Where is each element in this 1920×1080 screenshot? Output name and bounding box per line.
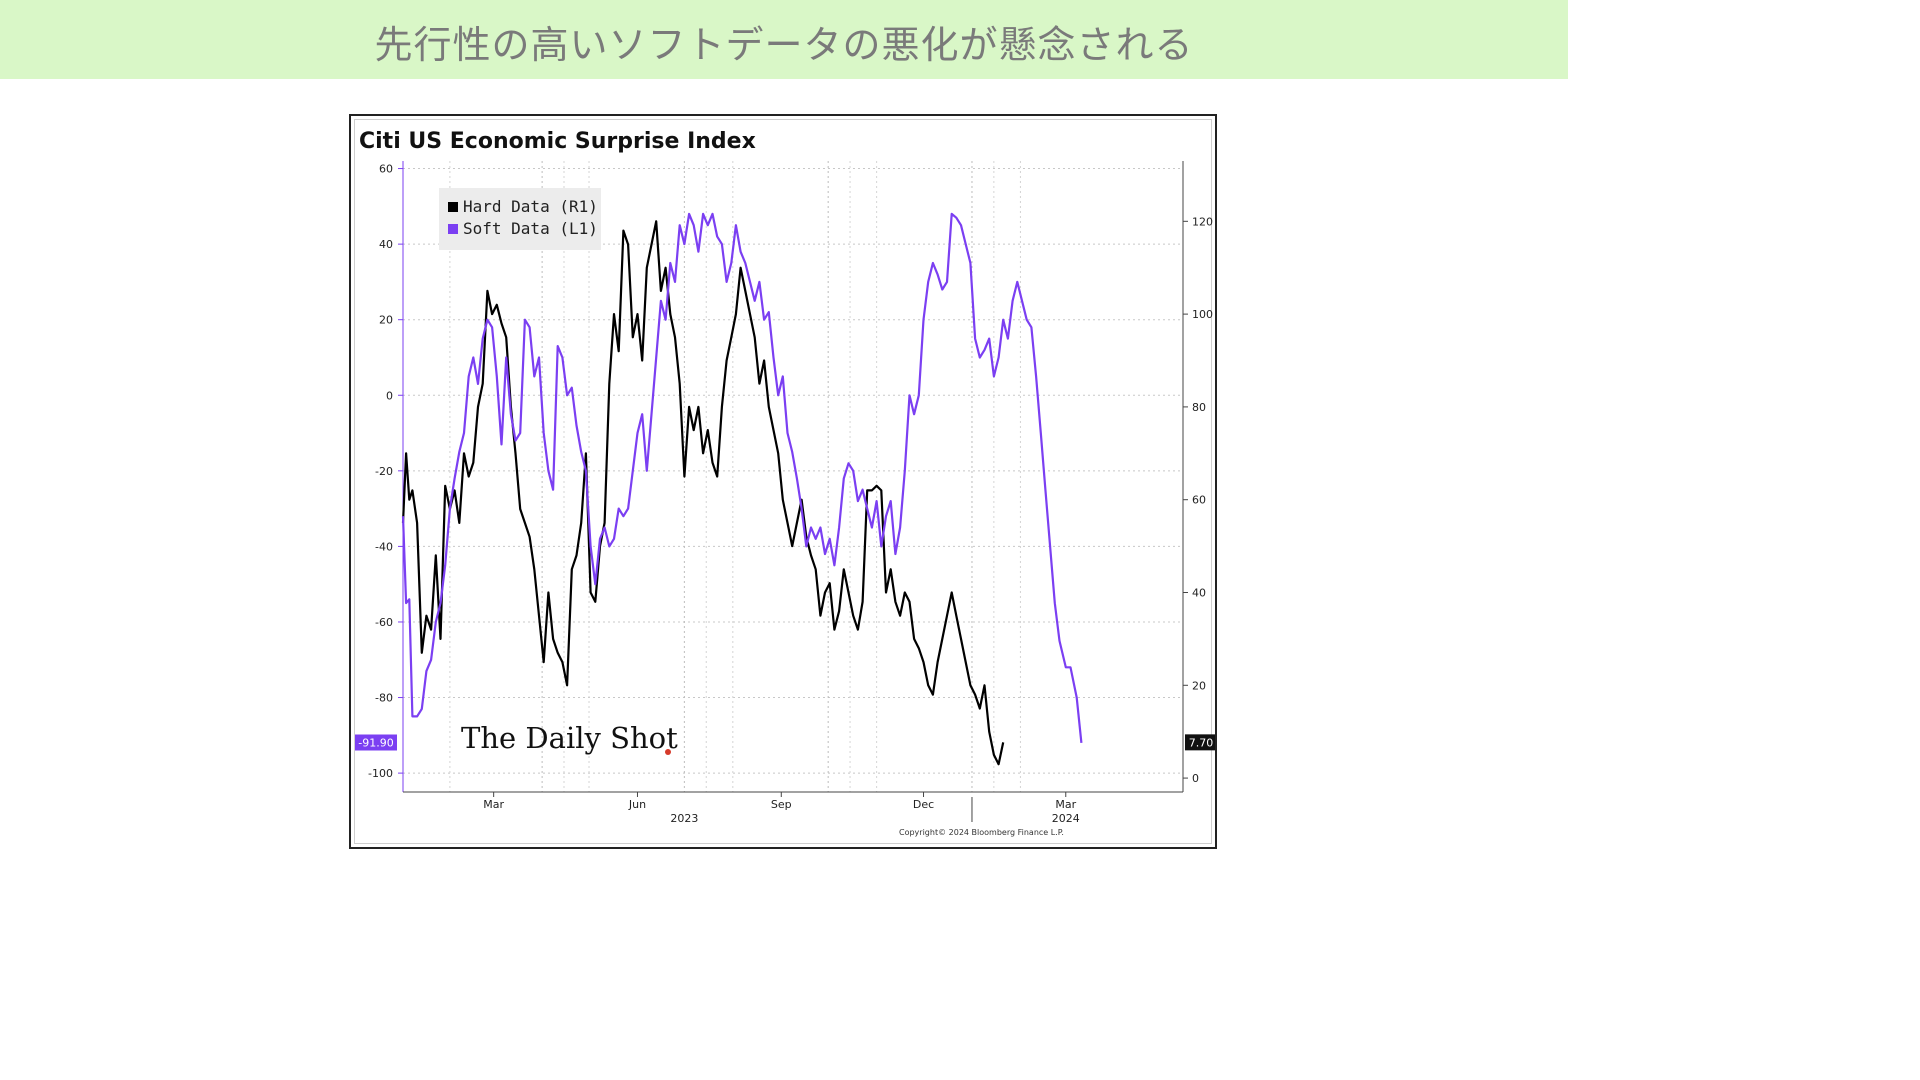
x-tick-label: Jun bbox=[628, 798, 646, 811]
right-tick-label: 100 bbox=[1192, 308, 1213, 321]
x-year-label: 2023 bbox=[670, 812, 698, 825]
hard-last-value: 7.70 bbox=[1189, 736, 1214, 749]
x-tick-label: Mar bbox=[1055, 798, 1076, 811]
left-tick-label: -80 bbox=[375, 692, 393, 705]
left-tick-label: -60 bbox=[375, 616, 393, 629]
header-banner: 先行性の高いソフトデータの悪化が懸念される bbox=[0, 0, 1568, 79]
legend: Hard Data (R1) Soft Data (L1) bbox=[439, 188, 601, 250]
legend-label: Soft Data (L1) bbox=[463, 219, 598, 238]
x-tick-label: Mar bbox=[483, 798, 504, 811]
series-layer bbox=[401, 212, 1083, 766]
left-tick-label: 20 bbox=[379, 314, 393, 327]
x-year-label: 2024 bbox=[1052, 812, 1080, 825]
legend-swatch bbox=[448, 202, 458, 212]
right-tick-label: 40 bbox=[1192, 586, 1206, 599]
x-tick-label: Sep bbox=[771, 798, 792, 811]
axes: 60 40 20 0 -20 -40 -60 -80 -100 120 100 80 60 40 20 0 Ma… bbox=[368, 161, 1213, 825]
soft-last-value-badge bbox=[355, 734, 397, 751]
soft-data-line bbox=[401, 212, 1083, 744]
left-tick-label: 0 bbox=[386, 389, 393, 402]
chart-svg: Citi US Economic Surprise Index 60 40 20 0 -… bbox=[355, 129, 1215, 837]
x-tick-label: Dec bbox=[913, 798, 934, 811]
right-tick-label: 80 bbox=[1192, 401, 1206, 414]
legend-box bbox=[439, 188, 601, 250]
left-tick-label: 60 bbox=[379, 163, 393, 176]
chart-inner-border bbox=[354, 119, 1212, 844]
hard-data-line bbox=[401, 220, 1005, 766]
banner-title: 先行性の高いソフトデータの悪化が懸念される bbox=[374, 23, 1194, 67]
left-tick-label: -100 bbox=[368, 767, 393, 780]
chart-title: Citi US Economic Surprise Index bbox=[359, 129, 756, 154]
last-value-badges: -91.90 7.70 bbox=[355, 734, 1215, 751]
soft-last-value: -91.90 bbox=[358, 737, 393, 750]
watermark-text: The Daily Shot bbox=[461, 721, 678, 755]
right-tick-label: 0 bbox=[1192, 772, 1199, 785]
grid-lines bbox=[402, 161, 1183, 792]
legend-label: Hard Data (R1) bbox=[463, 197, 598, 216]
left-tick-label: -20 bbox=[375, 465, 393, 478]
watermark-dot bbox=[665, 749, 671, 755]
right-tick-label: 60 bbox=[1192, 494, 1206, 507]
right-tick-label: 120 bbox=[1192, 215, 1213, 228]
hard-last-value-badge bbox=[1185, 734, 1215, 751]
left-tick-label: -40 bbox=[375, 540, 393, 553]
left-tick-label: 40 bbox=[379, 238, 393, 251]
right-tick-label: 20 bbox=[1192, 679, 1206, 692]
copyright-text: Copyright© 2024 Bloomberg Finance L.P. bbox=[899, 828, 1064, 837]
legend-swatch bbox=[448, 224, 458, 234]
chart-frame: Citi US Economic Surprise Index 60 40 20 0 -… bbox=[349, 114, 1217, 849]
